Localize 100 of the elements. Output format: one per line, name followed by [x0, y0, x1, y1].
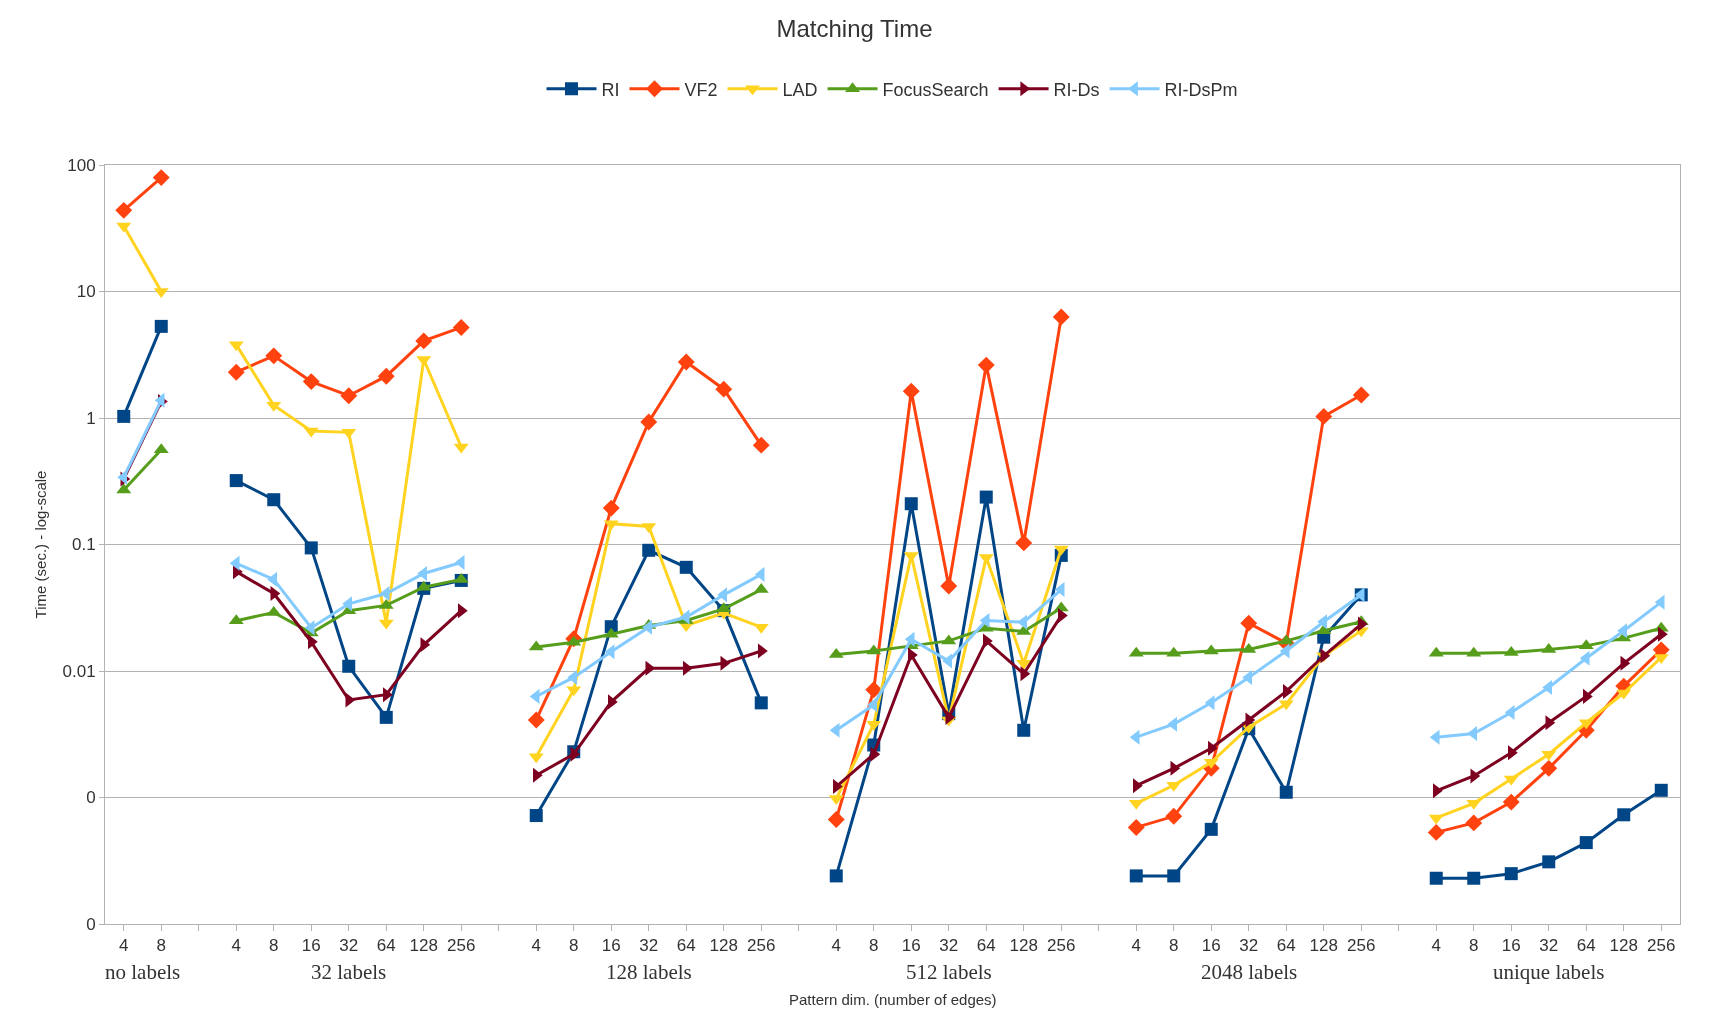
- point: [752, 436, 770, 454]
- point: [117, 409, 131, 423]
- x-tick-label: 8: [569, 936, 579, 956]
- point: [229, 474, 243, 488]
- x-tick-label: 4: [231, 936, 241, 956]
- x-tick-label: 64: [676, 936, 696, 956]
- x-tick-label: 8: [156, 936, 166, 956]
- legend-label: LAD: [782, 79, 818, 100]
- x-tick-label: 32: [1539, 936, 1559, 956]
- point: [1279, 785, 1293, 799]
- x-tick-label: 16: [1501, 936, 1521, 956]
- x-tick-label: 16: [601, 936, 621, 956]
- point: [527, 711, 545, 729]
- point: [902, 382, 920, 400]
- x-tick-label: 8: [1469, 936, 1479, 956]
- x-tick-label: 4: [119, 936, 129, 956]
- y-tick-label: 100: [67, 155, 96, 175]
- point: [827, 811, 845, 828]
- text: 2048 labels: [1201, 960, 1298, 984]
- point: [865, 681, 883, 699]
- x-tick-label: 32: [339, 936, 359, 956]
- point: [1579, 836, 1593, 850]
- point: [1240, 614, 1258, 632]
- legend-label: RI-Ds: [1053, 79, 1100, 100]
- legend-label: RI-DsPm: [1164, 79, 1238, 100]
- point: [1352, 386, 1370, 404]
- point: [154, 319, 168, 333]
- point: [1017, 723, 1031, 737]
- point: [227, 363, 245, 381]
- point: [377, 367, 395, 385]
- point: [265, 347, 283, 365]
- point: [1429, 871, 1443, 885]
- y-tick-label: 10: [76, 282, 96, 302]
- x-tick-label: 128: [1009, 936, 1038, 956]
- x-tick-label: 256: [1047, 936, 1076, 956]
- x-tick-label: 128: [1309, 936, 1338, 956]
- x-tick-label: 256: [747, 936, 776, 956]
- x-tick-label: 128: [409, 936, 438, 956]
- x-tick-label: 32: [1239, 936, 1259, 956]
- x-tick-label: 8: [1169, 936, 1179, 956]
- point: [1467, 871, 1481, 885]
- point: [754, 696, 768, 710]
- point: [1204, 822, 1218, 836]
- point: [1052, 308, 1070, 326]
- x-tick-label: 8: [269, 936, 279, 956]
- text: 512 labels: [906, 960, 992, 984]
- y-tick-label: 0: [86, 788, 96, 808]
- legend-label: FocusSearch: [882, 79, 989, 100]
- y-tick-label: 0.01: [62, 661, 96, 681]
- point: [1542, 855, 1556, 869]
- text: 128 labels: [606, 960, 692, 984]
- point: [267, 493, 281, 507]
- point: [679, 560, 693, 574]
- text: unique labels: [1493, 960, 1605, 984]
- x-tick-label: 128: [709, 936, 738, 956]
- y-tick-label: 1: [86, 408, 96, 428]
- legend-label: VF2: [684, 79, 718, 100]
- x-tick-label: 32: [639, 936, 659, 956]
- x-tick-label: 4: [531, 936, 541, 956]
- point: [1504, 867, 1518, 881]
- x-tick-label: 8: [869, 936, 879, 956]
- y-axis-title: Time (sec.) - log-scale: [31, 470, 49, 619]
- text: 32 labels: [311, 960, 387, 984]
- x-tick-label: 16: [901, 936, 921, 956]
- point: [1502, 793, 1520, 811]
- point: [452, 318, 470, 336]
- x-tick-label: 4: [1131, 936, 1141, 956]
- point: [979, 490, 993, 504]
- point: [1315, 407, 1333, 425]
- x-tick-label: 256: [1347, 936, 1376, 956]
- point: [904, 497, 918, 511]
- point: [529, 809, 543, 823]
- x-tick-label: 64: [1576, 936, 1596, 956]
- point: [677, 353, 695, 371]
- point: [302, 373, 320, 391]
- point: [977, 356, 995, 374]
- point: [304, 541, 318, 555]
- point: [1129, 869, 1143, 883]
- point: [1015, 534, 1033, 552]
- point: [415, 332, 433, 350]
- x-tick-label: 128: [1609, 936, 1638, 956]
- point: [379, 710, 393, 724]
- point: [1165, 807, 1183, 825]
- text: no labels: [105, 960, 181, 984]
- point: [1427, 823, 1445, 841]
- x-tick-label: 4: [831, 936, 841, 956]
- point: [642, 543, 656, 557]
- point: [715, 380, 733, 398]
- point: [340, 387, 358, 405]
- x-axis-title: Pattern dim. (number of edges): [789, 991, 997, 1008]
- point: [1167, 869, 1181, 883]
- point: [1465, 814, 1483, 832]
- x-tick-label: 16: [1201, 936, 1221, 956]
- x-tick-label: 256: [447, 936, 476, 956]
- chart-title: Matching Time: [776, 15, 933, 43]
- point: [640, 413, 658, 431]
- point: [829, 869, 843, 883]
- x-tick-label: 64: [1276, 936, 1296, 956]
- x-tick-label: 64: [976, 936, 996, 956]
- point: [602, 499, 620, 517]
